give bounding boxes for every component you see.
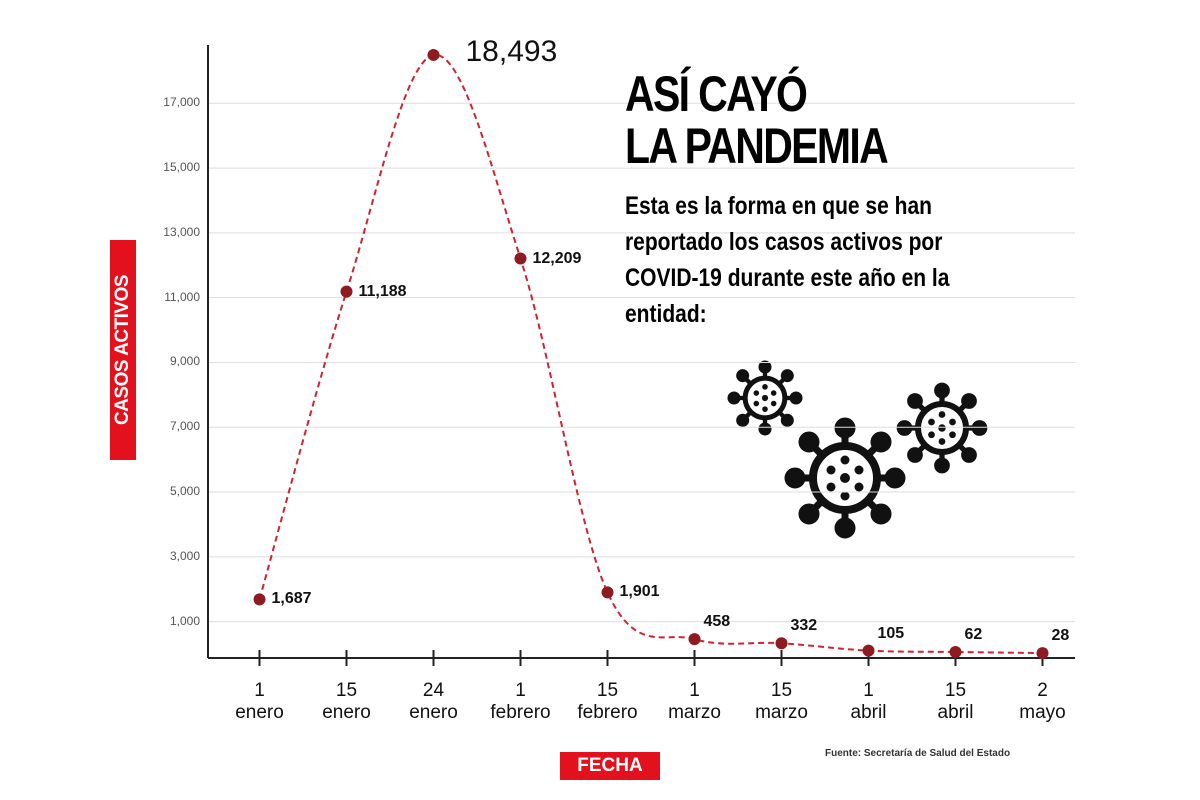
virus-icons xyxy=(730,363,985,535)
x-tick-label: 1 enero xyxy=(235,680,284,723)
data-point xyxy=(949,645,962,658)
x-tick-label: 15 abril xyxy=(937,680,974,723)
data-point xyxy=(688,633,701,646)
y-tick-label: 1,000 xyxy=(169,613,200,628)
y-tick-label: 3,000 xyxy=(169,548,200,563)
value-label: 11,188 xyxy=(358,282,407,300)
data-point xyxy=(601,586,614,599)
value-label: 1,687 xyxy=(271,590,312,608)
data-point xyxy=(340,285,353,298)
value-label: 12,209 xyxy=(532,249,582,267)
value-label: 28 xyxy=(1051,627,1070,645)
y-tick-label: 7,000 xyxy=(169,419,200,434)
virus-icon xyxy=(788,421,902,535)
data-point xyxy=(514,252,527,265)
value-label: 62 xyxy=(964,625,983,643)
y-tick-label: 17,000 xyxy=(163,95,200,110)
data-point xyxy=(1036,647,1049,660)
x-label-box xyxy=(560,752,660,780)
value-label: 105 xyxy=(877,624,905,642)
x-tick-label: 24 enero xyxy=(409,680,458,723)
value-label: 18,493 xyxy=(465,34,558,68)
x-tick-label: 15 marzo xyxy=(755,680,808,723)
value-label: 1,901 xyxy=(619,583,660,601)
chart-subtitle: Esta es la forma en que se han reportado… xyxy=(625,192,950,328)
x-axis-label: FECHA xyxy=(577,755,643,776)
value-label: 332 xyxy=(790,617,818,635)
y-axis-label: CASOS ACTIVOS xyxy=(112,274,133,426)
data-point xyxy=(427,48,440,61)
chart-title: ASÍ CAYÓ LA PANDEMIA xyxy=(625,66,889,174)
y-tick-label: 15,000 xyxy=(163,160,200,175)
y-tick-label: 13,000 xyxy=(163,224,200,239)
x-tick-label: 1 febrero xyxy=(490,680,551,723)
y-tick-label: 11,000 xyxy=(164,289,200,304)
data-point xyxy=(862,644,875,657)
x-tick-label: 1 marzo xyxy=(668,680,721,723)
virus-icon xyxy=(730,363,801,434)
x-tick-label: 15 febrero xyxy=(577,680,638,723)
source-note: Fuente: Secretaría de Salud del Estado xyxy=(825,748,1011,759)
y-label-box xyxy=(110,240,136,460)
x-tick-label: 15 enero xyxy=(322,680,371,723)
data-point xyxy=(775,637,788,650)
y-tick-label: 9,000 xyxy=(169,354,200,369)
x-tick-label: 2 mayo xyxy=(1019,680,1066,723)
virus-icon xyxy=(899,385,985,471)
x-tick-label: 1 abril xyxy=(850,680,887,723)
data-point xyxy=(253,593,266,606)
y-tick-label: 5,000 xyxy=(169,484,200,499)
value-label: 458 xyxy=(703,613,731,631)
